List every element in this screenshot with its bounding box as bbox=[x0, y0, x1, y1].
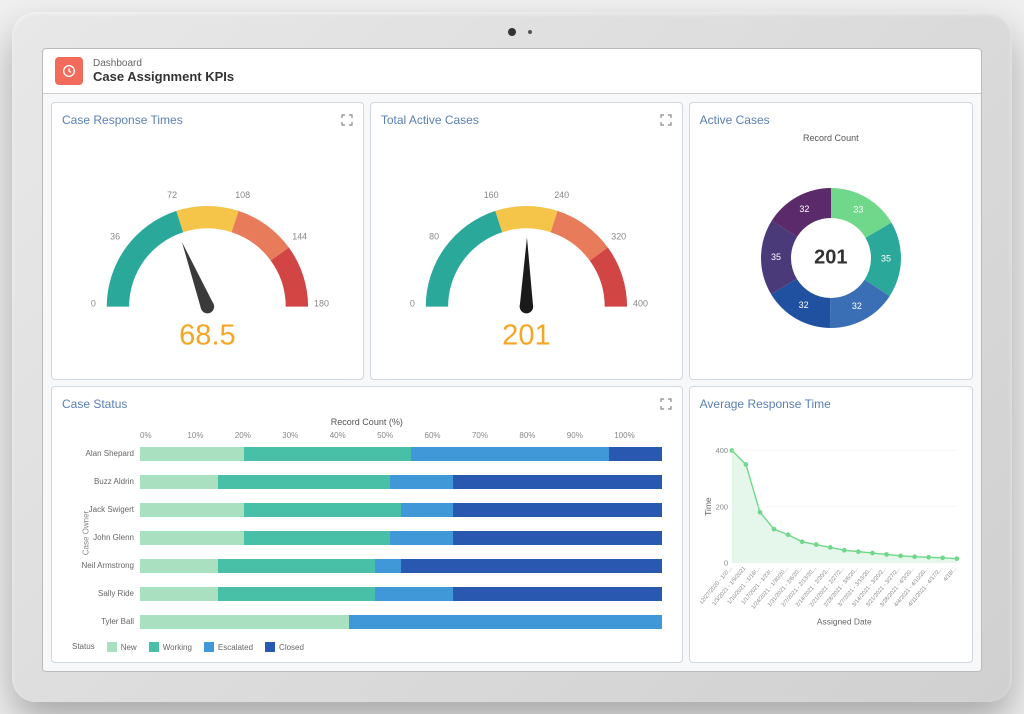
expand-icon[interactable] bbox=[660, 113, 672, 131]
svg-text:35: 35 bbox=[881, 253, 891, 263]
bar-owner-label: Sally Ride bbox=[72, 589, 140, 598]
panel-case-response-times: Case Response Times 0 36 72 108 144 180 68.5 bbox=[51, 102, 364, 380]
svg-text:180: 180 bbox=[314, 299, 329, 309]
panel-active-cases: Active Cases Record Count 33 35 32 32 35 32 2… bbox=[689, 102, 973, 380]
bar-stack bbox=[140, 615, 662, 629]
panel-title: Case Response Times bbox=[62, 113, 353, 127]
svg-text:4/18/...: 4/18/... bbox=[942, 565, 958, 582]
panel-average-response-time: Average Response Time 020040012/27/2020 … bbox=[689, 386, 973, 664]
svg-text:240: 240 bbox=[554, 190, 569, 200]
bar-stack bbox=[140, 587, 662, 601]
chart-subtitle: Record Count bbox=[700, 133, 962, 143]
y-axis-label: Case Owner bbox=[82, 511, 91, 555]
header-breadcrumb: Dashboard bbox=[93, 58, 234, 69]
bar-row: Tyler Ball bbox=[72, 613, 662, 631]
chart-subtitle: Record Count (%) bbox=[62, 417, 672, 427]
bar-stack bbox=[140, 503, 662, 517]
gauge-chart: 0 80 160 240 320 400 201 bbox=[381, 133, 672, 369]
svg-text:160: 160 bbox=[484, 190, 499, 200]
bar-stack bbox=[140, 447, 662, 461]
svg-text:400: 400 bbox=[715, 446, 728, 455]
legend-item: New bbox=[107, 642, 137, 652]
line-chart: 020040012/27/2020 - 1/2/...1/3/2021 - 1/… bbox=[700, 417, 962, 653]
tablet-frame: Dashboard Case Assignment KPIs Case Resp… bbox=[12, 12, 1012, 702]
svg-text:200: 200 bbox=[715, 502, 728, 511]
stacked-bar-chart: Case Owner 0%10%20%30%40%50%60%70%80%90%… bbox=[62, 431, 672, 637]
svg-text:32: 32 bbox=[852, 301, 862, 311]
panel-total-active-cases: Total Active Cases 0 80 160 240 320 400 201 bbox=[370, 102, 683, 380]
svg-text:0: 0 bbox=[410, 299, 415, 309]
dashboard-header: Dashboard Case Assignment KPIs bbox=[43, 49, 981, 94]
page-title: Case Assignment KPIs bbox=[93, 69, 234, 84]
bar-owner-label: Neil Armstrong bbox=[72, 561, 140, 570]
bar-owner-label: Tyler Ball bbox=[72, 617, 140, 626]
bar-row: Alan Shepard bbox=[72, 445, 662, 463]
svg-text:400: 400 bbox=[633, 299, 648, 309]
panel-title: Case Status bbox=[62, 397, 672, 411]
bar-owner-label: Buzz Aldrin bbox=[72, 477, 140, 486]
svg-text:32: 32 bbox=[799, 204, 809, 214]
dashboard-grid: Case Response Times 0 36 72 108 144 180 68.5 T… bbox=[43, 94, 981, 671]
bar-row: Neil Armstrong bbox=[72, 557, 662, 575]
svg-text:35: 35 bbox=[771, 252, 781, 262]
svg-text:68.5: 68.5 bbox=[179, 320, 236, 352]
svg-text:0: 0 bbox=[91, 299, 96, 309]
bar-row: Buzz Aldrin bbox=[72, 473, 662, 491]
svg-text:Time: Time bbox=[703, 497, 713, 516]
bar-owner-label: Alan Shepard bbox=[72, 449, 140, 458]
panel-case-status: Case Status Record Count (%) Case Owner … bbox=[51, 386, 683, 664]
camera-icon bbox=[508, 28, 516, 36]
svg-text:72: 72 bbox=[167, 190, 177, 200]
legend-item: Working bbox=[149, 642, 192, 652]
screen: Dashboard Case Assignment KPIs Case Resp… bbox=[42, 48, 982, 672]
expand-icon[interactable] bbox=[341, 113, 353, 131]
bar-rows: Alan Shepard Buzz Aldrin Jack Swigert John … bbox=[72, 440, 662, 637]
bar-stack bbox=[140, 531, 662, 545]
gauge-chart: 0 36 72 108 144 180 68.5 bbox=[62, 133, 353, 369]
svg-text:33: 33 bbox=[853, 204, 863, 214]
expand-icon[interactable] bbox=[660, 397, 672, 415]
svg-text:80: 80 bbox=[429, 232, 439, 242]
donut-center-value: 201 bbox=[814, 246, 847, 269]
bar-stack bbox=[140, 475, 662, 489]
bar-row: Jack Swigert bbox=[72, 501, 662, 519]
svg-text:36: 36 bbox=[110, 232, 120, 242]
svg-text:320: 320 bbox=[611, 232, 626, 242]
panel-title: Active Cases bbox=[700, 113, 962, 127]
dashboard-icon bbox=[55, 57, 83, 85]
svg-text:108: 108 bbox=[235, 190, 250, 200]
sensor-icon bbox=[528, 30, 532, 34]
legend-label: Status bbox=[72, 642, 95, 652]
legend: Status New Working Escalated Closed bbox=[62, 636, 672, 652]
bar-row: Sally Ride bbox=[72, 585, 662, 603]
panel-title: Total Active Cases bbox=[381, 113, 672, 127]
svg-text:32: 32 bbox=[798, 300, 808, 310]
bar-row: John Glenn bbox=[72, 529, 662, 547]
panel-title: Average Response Time bbox=[700, 397, 962, 411]
svg-text:144: 144 bbox=[292, 232, 307, 242]
svg-text:Assigned Date: Assigned Date bbox=[817, 616, 872, 626]
legend-item: Escalated bbox=[204, 642, 253, 652]
bar-stack bbox=[140, 559, 662, 573]
x-axis-ticks: 0%10%20%30%40%50%60%70%80%90%100% bbox=[72, 431, 662, 440]
legend-item: Closed bbox=[265, 642, 304, 652]
svg-text:201: 201 bbox=[502, 320, 551, 352]
